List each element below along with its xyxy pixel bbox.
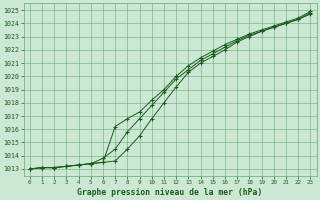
X-axis label: Graphe pression niveau de la mer (hPa): Graphe pression niveau de la mer (hPa) [77,188,263,197]
